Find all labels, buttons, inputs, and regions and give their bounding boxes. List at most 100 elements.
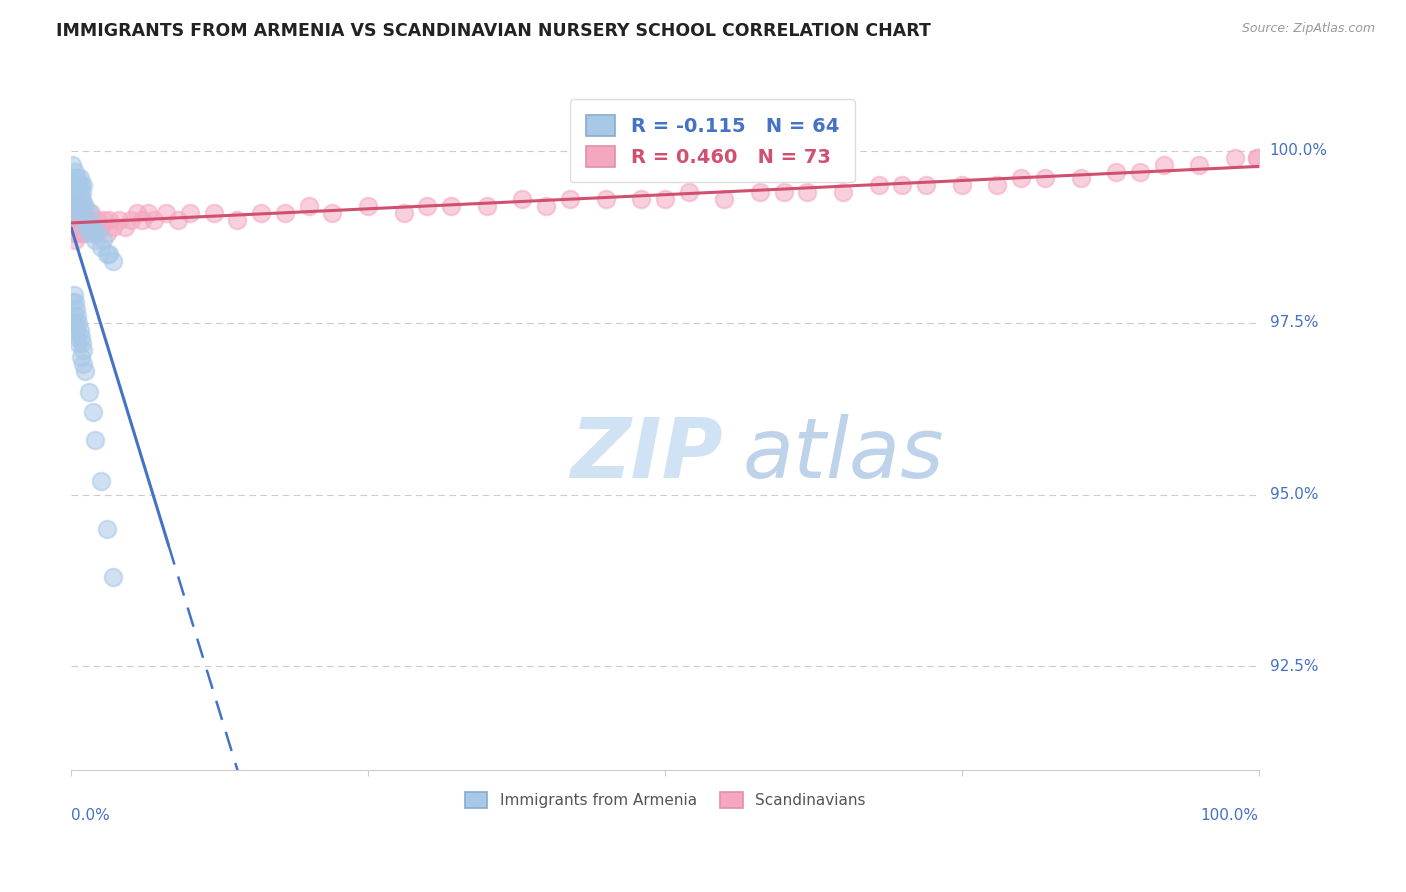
Point [63,295,86,310]
Point [950,178,973,193]
Point [93,212,115,227]
Text: 95.0%: 95.0% [1270,487,1319,502]
Point [65,302,87,317]
Point [62,192,84,206]
Point [202,206,225,220]
Point [84,227,107,241]
Point [155,206,177,220]
Point [80,219,103,234]
Point [66,329,89,343]
Point [179,206,201,220]
Point [891,178,914,193]
Text: atlas: atlas [742,414,943,494]
Point [534,199,557,213]
Point [69,192,91,206]
Point [1129,164,1152,178]
Point [274,206,297,220]
Text: 100.0%: 100.0% [1270,144,1327,159]
Point [69,329,91,343]
Point [1010,171,1032,186]
Point [86,212,108,227]
Point [77,227,100,241]
Point [558,192,581,206]
Point [75,364,97,378]
Text: 97.5%: 97.5% [1270,316,1319,330]
Text: IMMIGRANTS FROM ARMENIA VS SCANDINAVIAN NURSERY SCHOOL CORRELATION CHART: IMMIGRANTS FROM ARMENIA VS SCANDINAVIAN … [56,22,931,40]
Point [77,384,100,399]
Point [84,233,107,247]
Point [167,212,190,227]
Text: 0.0%: 0.0% [72,808,110,823]
Point [986,178,1008,193]
Point [65,212,87,227]
Point [357,199,380,213]
Point [67,199,90,213]
Point [72,199,94,213]
Point [82,405,104,419]
Point [440,199,463,213]
Point [70,186,93,200]
Point [416,199,439,213]
Point [96,247,118,261]
Point [630,192,652,206]
Point [392,206,415,220]
Point [75,212,97,227]
Point [80,206,103,220]
Point [83,219,105,234]
Point [713,192,735,206]
Point [86,227,108,241]
Point [69,206,91,220]
Point [62,199,84,213]
Point [595,192,617,206]
Point [65,178,87,193]
Point [75,219,97,234]
Point [915,178,938,193]
Point [90,219,112,234]
Point [67,336,90,351]
Point [62,199,84,213]
Point [63,206,86,220]
Point [72,227,94,241]
Point [84,433,107,447]
Point [65,323,87,337]
Point [62,158,84,172]
Point [226,212,249,227]
Point [77,206,100,220]
Point [67,178,90,193]
Point [69,350,91,364]
Point [62,309,84,323]
Point [66,171,89,186]
Point [91,233,114,247]
Point [67,186,90,200]
Point [66,309,89,323]
Point [748,186,770,200]
Point [138,206,160,220]
Point [98,212,121,227]
Point [63,186,86,200]
Point [250,206,273,220]
Point [96,522,118,536]
Point [1105,164,1128,178]
Point [90,240,112,254]
Point [101,219,124,234]
Point [66,227,89,241]
Point [62,171,84,186]
Point [72,343,94,358]
Point [69,199,91,213]
Point [321,206,343,220]
Point [76,212,98,227]
Point [107,212,129,227]
Point [72,357,94,371]
Point [72,178,94,193]
Point [69,171,91,186]
Point [62,219,84,234]
Point [75,199,97,213]
Point [62,288,84,302]
Point [66,192,89,206]
Point [67,316,90,330]
Point [96,227,118,241]
Point [69,178,91,193]
Point [66,206,89,220]
Text: ZIP: ZIP [569,414,723,494]
Point [70,336,93,351]
